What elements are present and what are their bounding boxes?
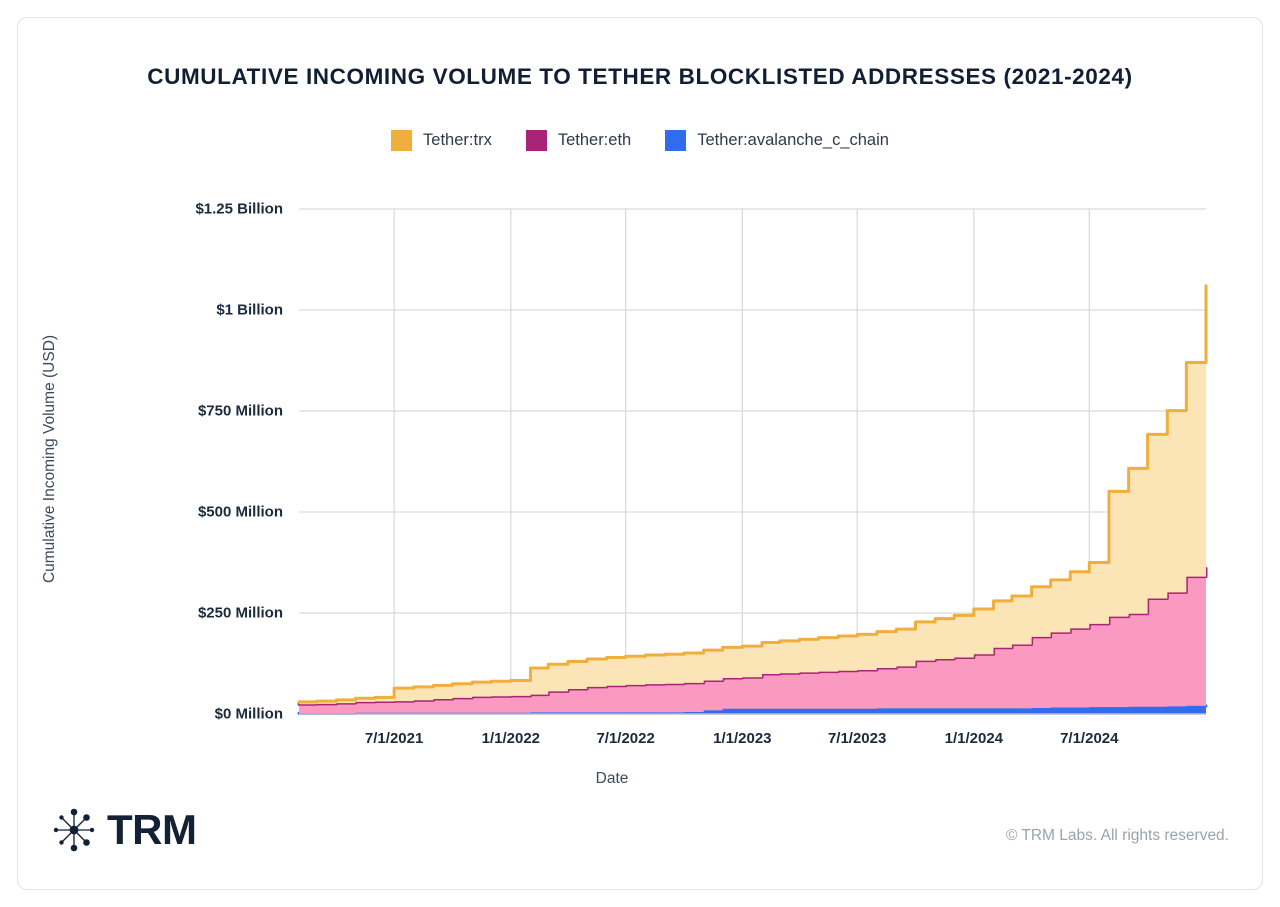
legend-item-avalanche[interactable]: Tether:avalanche_c_chain bbox=[665, 130, 889, 151]
y-axis-tick-5: $1.25 Billion bbox=[195, 200, 283, 218]
y-axis-title: Cumulative Incoming Volume (USD) bbox=[41, 334, 58, 584]
x-axis-title: Date bbox=[595, 770, 629, 787]
legend-swatch-avalanche-icon bbox=[665, 130, 687, 151]
legend-swatch-trx-icon bbox=[391, 130, 413, 151]
legend-label-avalanche: Tether:avalanche_c_chain bbox=[697, 131, 889, 149]
legend-label-eth: Tether:eth bbox=[557, 131, 632, 149]
copyright-text: © TRM Labs. All rights reserved. bbox=[1005, 827, 1229, 844]
x-axis-tick-2: 7/1/2022 bbox=[596, 730, 655, 747]
trm-node-graph-icon bbox=[53, 808, 95, 852]
x-axis-tick-0: 7/1/2021 bbox=[364, 730, 424, 747]
trm-wordmark: TRM bbox=[107, 806, 197, 853]
y-axis-tick-0: $0 Million bbox=[214, 705, 283, 723]
x-axis-tick-3: 1/1/2023 bbox=[713, 730, 772, 747]
x-axis-tick-1: 1/1/2022 bbox=[481, 730, 541, 747]
x-axis-tick-4: 7/1/2023 bbox=[827, 730, 887, 747]
trm-logo: TRM bbox=[51, 806, 197, 853]
legend-item-trx[interactable]: Tether:trx bbox=[391, 130, 492, 151]
chart-card: CUMULATIVE INCOMING VOLUME TO TETHER BLO… bbox=[17, 17, 1263, 890]
legend-label-trx: Tether:trx bbox=[423, 131, 492, 149]
chart-legend: Tether:trx Tether:eth Tether:avalanche_c… bbox=[18, 130, 1262, 151]
y-axis-tick-4: $1 Billion bbox=[216, 301, 283, 319]
plot-area: $0 Million $250 Million $500 Million $750 M… bbox=[18, 18, 1262, 889]
y-axis-tick-1: $250 Million bbox=[197, 604, 283, 622]
y-axis-tick-3: $750 Million bbox=[197, 402, 283, 420]
legend-item-eth[interactable]: Tether:eth bbox=[525, 130, 632, 151]
x-axis-tick-5: 1/1/2024 bbox=[944, 730, 1004, 747]
page-title: CUMULATIVE INCOMING VOLUME TO TETHER BLO… bbox=[147, 64, 1133, 89]
stacked-area-chart bbox=[297, 208, 1208, 715]
y-axis-tick-2: $500 Million bbox=[197, 503, 283, 521]
x-axis-tick-6: 7/1/2024 bbox=[1060, 730, 1119, 747]
legend-swatch-eth-icon bbox=[525, 130, 547, 151]
